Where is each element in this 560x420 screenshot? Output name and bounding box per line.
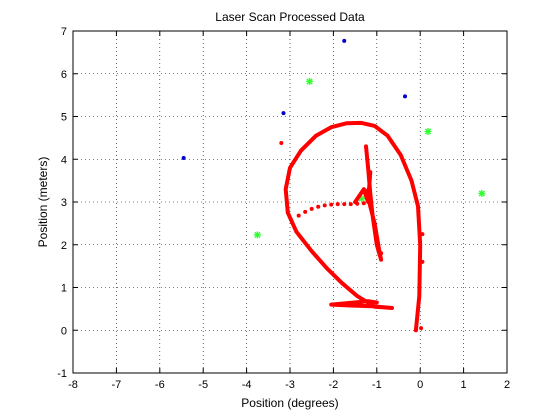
data-point (403, 94, 408, 99)
x-tick-label: -3 (285, 379, 295, 391)
x-tick-label: 2 (504, 379, 510, 391)
x-tick-label: 0 (417, 379, 423, 391)
x-tick-label: 1 (461, 379, 467, 391)
trajectory-line (353, 144, 384, 262)
star-marker (253, 231, 261, 239)
data-point (342, 38, 347, 43)
y-tick-label: 4 (61, 154, 67, 166)
x-tick-label: -6 (155, 379, 165, 391)
y-tick-label: 5 (61, 112, 67, 124)
data-point (281, 111, 286, 116)
data-point (335, 202, 340, 207)
data-point (361, 201, 366, 206)
y-tick-label: 0 (61, 325, 67, 337)
data-point (309, 206, 314, 211)
data-point (181, 155, 186, 160)
chart-title: Laser Scan Processed Data (215, 10, 365, 24)
data-point (329, 202, 334, 207)
y-tick-label: 7 (61, 26, 67, 38)
y-tick-label: 1 (61, 283, 67, 295)
x-tick-label: -5 (198, 379, 208, 391)
ticks: -8 -7 -6 -5 -4 -3 -2 -1 0 1 2 -1 0 1 2 3 4 5 6 7 (57, 26, 510, 391)
x-tick-label: -7 (112, 379, 122, 391)
x-tick-label: -2 (329, 379, 339, 391)
trajectory-line (283, 120, 423, 333)
y-tick-label: -1 (57, 368, 67, 380)
y-tick-label: 2 (61, 240, 67, 252)
data-layer (181, 38, 486, 333)
star-marker (424, 127, 432, 135)
x-tick-label: -4 (242, 379, 252, 391)
x-tick-label: -8 (68, 379, 78, 391)
x-tick-label: -1 (372, 379, 382, 391)
data-point (322, 203, 327, 208)
data-point (348, 202, 353, 207)
y-tick-label: 6 (61, 69, 67, 81)
data-point (303, 209, 308, 214)
data-point (419, 326, 424, 331)
y-tick-label: 3 (61, 197, 67, 209)
x-axis-label: Position (degrees) (241, 396, 338, 410)
data-point (316, 204, 321, 209)
star-marker (306, 77, 314, 85)
data-point (296, 213, 301, 218)
data-point (279, 141, 284, 146)
data-point (342, 202, 347, 207)
y-axis-label: Position (meters) (36, 157, 50, 248)
star-marker (478, 189, 486, 197)
